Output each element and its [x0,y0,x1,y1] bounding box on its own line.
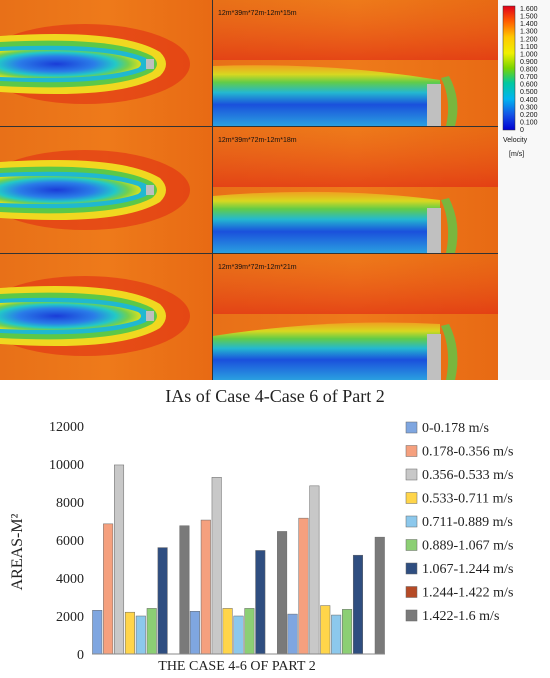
legend-label: 0.533-0.711 m/s [422,492,513,507]
y-tick-label: 10000 [49,458,84,473]
legend-swatch [405,468,418,481]
colorbar-tick-label: 0.500 [520,89,538,96]
bar [277,531,288,655]
bar [179,525,190,655]
legend-swatch [405,492,418,504]
y-tick-label: 8000 [56,496,84,511]
colorbar-tick-label: 1.600 [520,6,538,13]
bar [211,477,222,655]
bar [222,608,233,655]
y-tick-label: 12000 [49,420,84,435]
legend-swatch [405,586,418,598]
bar [255,550,266,655]
bar [124,611,135,655]
legend-label: 0-0.178 m/s [422,421,489,436]
cfd-velocity-figure: 12m*39m*72m-12m*15m 12m*39m*72m-12m*18m … [0,0,538,380]
colorbar [502,5,516,131]
bar [244,608,255,655]
bar [92,610,103,655]
colorbar-tick-label: 0.200 [520,112,538,119]
bar [352,554,363,655]
y-tick-label: 0 [77,648,84,663]
legend-swatch [405,421,418,434]
bar [114,464,125,655]
legend-label: 0.711-0.889 m/s [422,515,513,530]
colorbar-unit: [m/s] [509,151,524,158]
colorbar-ticks: 1.6001.5001.4001.3001.2001.1001.0000.900… [520,6,538,134]
bar [309,485,320,655]
chart-title: IAs of Case 4-Case 6 of Part 2 [165,386,384,406]
legend-label: 0.356-0.533 m/s [422,468,513,483]
side-view-wake-2 [213,127,498,253]
colorbar-tick-label: 0.600 [520,82,538,89]
colorbar-tick-label: 1.500 [520,14,538,21]
legend-label: 1.422-1.6 m/s [422,609,499,624]
chart-legend: 0-0.178 m/s 0.178-0.356 m/s 0.356-0.533 m/… [405,421,513,624]
bar-series [92,464,385,655]
top-view-wake-3 [0,276,190,356]
legend-swatch [405,445,418,457]
panel-label-2: 12m*39m*72m-12m*18m [218,137,297,144]
top-view-wake-2 [0,150,190,230]
colorbar-tick-label: 1.300 [520,29,538,36]
colorbar-tick-label: 1.400 [520,21,538,28]
bar [189,611,200,655]
legend-swatch [405,562,418,575]
legend-label: 1.067-1.244 m/s [422,562,513,577]
colorbar-title: Velocity [503,137,528,144]
bar [374,536,385,655]
y-axis-label: AREAS-M² [9,513,26,590]
x-axis-label: THE CASE 4-6 OF PART 2 [158,659,315,674]
side-view-wake-3 [213,254,498,380]
colorbar-tick-label: 0.700 [520,74,538,81]
bar [135,615,146,655]
colorbar-tick-label: 0.400 [520,97,538,104]
y-axis-ticks: 0 2000 4000 6000 8000 10000 12000 [49,420,84,663]
bar [146,608,157,655]
colorbar-tick-label: 0.800 [520,67,538,74]
colorbar-tick-label: 1.200 [520,36,538,43]
top-view-wake-1 [0,24,190,104]
legend-label: 0.178-0.356 m/s [422,445,513,460]
panel-label-3: 12m*39m*72m-12m*21m [218,264,297,271]
colorbar-tick-label: 1.100 [520,44,538,51]
bar [157,547,168,655]
legend-swatch [405,609,418,622]
area-bar-chart: IAs of Case 4-Case 6 of Part 2 AREAS-M² … [9,386,513,674]
colorbar-tick-label: 0.900 [520,59,538,66]
y-tick-label: 2000 [56,610,84,625]
legend-swatch [405,515,418,528]
panel-label-1: 12m*39m*72m-12m*15m [218,10,297,17]
colorbar-tick-label: 0.300 [520,104,538,111]
legend-swatch [405,539,418,551]
y-tick-label: 4000 [56,572,84,587]
y-tick-label: 6000 [56,534,84,549]
bar [287,613,298,655]
bar [320,605,331,655]
bar [233,615,244,655]
side-view-wake-1 [213,0,498,126]
bar [103,523,114,655]
bar [331,614,342,655]
bar [200,519,211,655]
colorbar-tick-label: 1.000 [520,51,538,58]
colorbar-tick-label: 0.100 [520,119,538,126]
bar [342,609,353,655]
legend-label: 1.244-1.422 m/s [422,586,513,601]
legend-label: 0.889-1.067 m/s [422,539,513,554]
colorbar-tick-label: 0 [520,127,524,134]
bar [298,517,309,655]
